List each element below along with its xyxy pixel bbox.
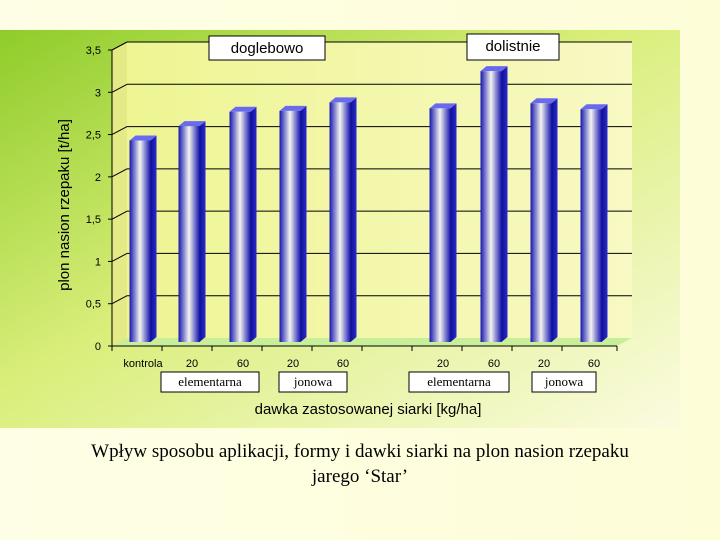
group-box-doglebowo: [208, 35, 326, 61]
group-label-dolistnie: dolistnie: [485, 38, 540, 55]
bar-side: [551, 98, 558, 342]
form-label-1: elementarna: [178, 374, 242, 389]
bar: [279, 110, 301, 343]
bar: [480, 71, 502, 343]
bar-top: [279, 105, 307, 111]
bar: [580, 109, 602, 342]
form-label-2: jonowa: [293, 374, 333, 389]
x-tick-label: kontrola: [123, 358, 163, 370]
caption-line-1: Wpływ sposobu aplikacji, formy i dawki s…: [91, 441, 629, 462]
form-box-2: [278, 371, 348, 393]
bar-side: [300, 105, 307, 343]
gridline-diag: [111, 252, 128, 262]
y-tick-label: 0,5: [86, 299, 101, 311]
x-tick-label: 60: [588, 358, 600, 370]
form-label-3: elementarna: [427, 374, 491, 389]
form-label-4: jonowa: [544, 374, 584, 389]
y-tick-label: 3,5: [86, 45, 101, 57]
bar-top: [329, 97, 357, 103]
bar: [229, 111, 251, 342]
gridline-diag: [111, 168, 128, 178]
bar-side: [601, 104, 608, 342]
x-tick-label: 20: [538, 358, 550, 370]
bar-side: [501, 66, 508, 343]
gridline-diag: [111, 41, 128, 51]
bar-top: [178, 121, 206, 127]
x-tick-label: 60: [488, 358, 500, 370]
y-tick-label: 3: [95, 87, 101, 99]
bar-top: [129, 135, 157, 141]
bar-top: [580, 104, 608, 110]
bar-top: [429, 103, 457, 109]
y-tick-label: 2,5: [86, 130, 101, 142]
bar-top: [480, 66, 508, 72]
bar: [178, 126, 200, 342]
bar-side: [199, 121, 206, 342]
group-box-dolistnie: [466, 33, 560, 61]
x-tick-label: 20: [186, 358, 198, 370]
form-box-4: [531, 371, 597, 393]
bar: [329, 102, 351, 342]
x-axis-title: dawka zastosowanej siarki [kg/ha]: [255, 401, 482, 418]
bar: [129, 140, 151, 342]
x-tick-label: 60: [237, 358, 249, 370]
bar: [429, 108, 451, 343]
bar-side: [450, 103, 457, 343]
bar-side: [150, 135, 157, 342]
bar-top: [530, 98, 558, 104]
y-tick-label: 1: [95, 256, 101, 268]
gridline-diag: [111, 210, 128, 220]
plot-left-wall: [112, 42, 127, 346]
gridline-diag: [111, 126, 128, 136]
y-tick-label: 2: [95, 172, 101, 184]
bar-top: [229, 106, 257, 112]
x-tick-label: 20: [287, 358, 299, 370]
y-tick-label: 1,5: [86, 214, 101, 226]
bar-side: [250, 106, 257, 342]
gridline-diag: [111, 83, 128, 93]
bar-chart: 0 0,5 1 1,5 2 2,5 3 3,5 kontrola 20 60 20 60 20 60 20 6…: [0, 30, 680, 428]
y-tick-label: 0: [95, 341, 101, 353]
bar-side: [350, 97, 357, 342]
gridline-diag: [111, 295, 128, 305]
bar: [530, 103, 552, 342]
group-label-doglebowo: doglebowo: [231, 40, 304, 57]
x-tick-label: 60: [337, 358, 349, 370]
y-axis-title: plon nasion rzepaku [t/ha]: [56, 119, 73, 291]
form-box-1: [160, 371, 260, 393]
caption-line-2: jarego ‘Star’: [311, 466, 409, 487]
x-tick-label: 20: [437, 358, 449, 370]
form-box-3: [408, 371, 510, 393]
